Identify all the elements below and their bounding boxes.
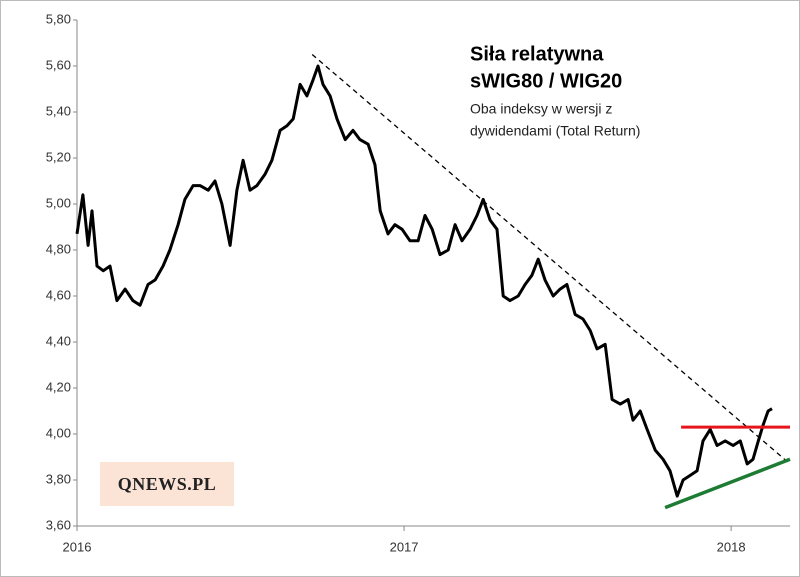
series-line [75, 64, 773, 498]
y-tick-label: 4,40 [46, 333, 71, 348]
y-tick-label: 4,00 [46, 425, 71, 440]
y-tick-label: 5,20 [46, 149, 71, 164]
y-tick-label: 4,60 [46, 287, 71, 302]
y-tick-label: 5,00 [46, 195, 71, 210]
y-tick-label: 3,60 [46, 517, 71, 532]
y-tick-label: 3,80 [46, 471, 71, 486]
y-tick-label: 4,80 [46, 241, 71, 256]
subtitle: dywidendami (Total Return) [470, 123, 640, 139]
chart-title: sWIG80 / WIG20 [470, 70, 622, 92]
logo: QNEWS.PL [100, 462, 234, 506]
chart-title: Siła relatywna [470, 43, 604, 65]
x-tick-label: 2018 [717, 539, 746, 554]
series-line [311, 54, 791, 465]
y-tick-label: 4,20 [46, 379, 71, 394]
x-tick-label: 2016 [63, 539, 92, 554]
y-tick-label: 5,40 [46, 103, 71, 118]
y-tick-label: 5,80 [46, 11, 71, 26]
series-line [664, 457, 791, 510]
y-tick-label: 5,60 [46, 57, 71, 72]
subtitle: Oba indeksy w wersji z [470, 101, 612, 117]
x-tick-label: 2017 [390, 539, 419, 554]
